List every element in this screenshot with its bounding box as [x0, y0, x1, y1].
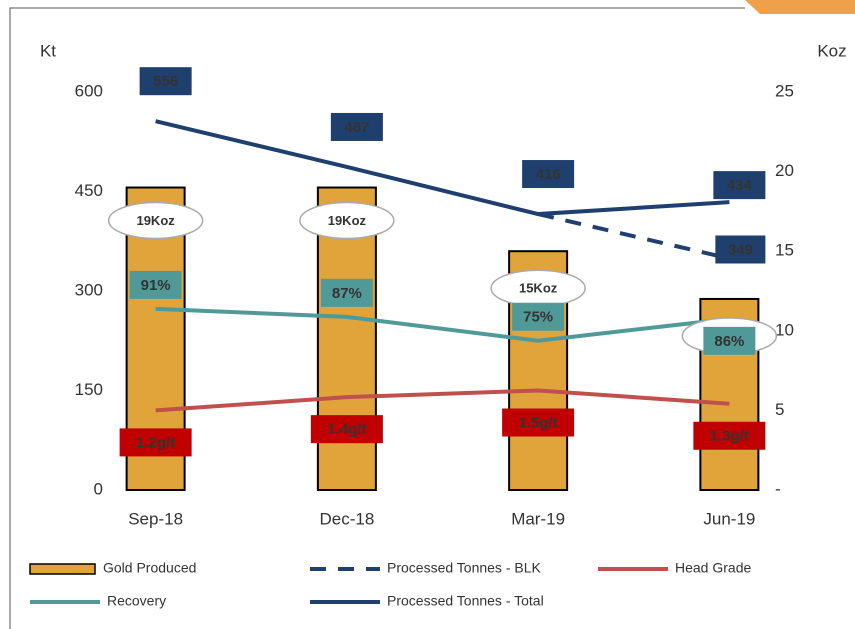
recovery-label: 75%: [523, 309, 553, 326]
bar-label: 19Koz: [136, 213, 175, 228]
head-grade-label: 1.4g/t: [327, 421, 366, 438]
recovery-label: 91%: [141, 277, 171, 294]
blk-label-box: [715, 235, 766, 264]
total-label-box: [522, 160, 575, 189]
y2-tick-label: -: [775, 479, 781, 498]
total-label: 487: [344, 119, 369, 136]
x-tick-label: Sep-18: [128, 509, 183, 528]
legend-label: Head Grade: [675, 560, 751, 576]
total-label: 416: [536, 166, 561, 183]
recovery-label-box: [512, 302, 565, 331]
y2-tick-label: 10: [775, 320, 794, 339]
recovery-label: 87%: [332, 285, 362, 302]
y-tick-label: 450: [75, 181, 103, 200]
y-tick-label: 150: [75, 380, 103, 399]
line: [155, 306, 730, 343]
frame: [9, 7, 745, 629]
line: [155, 388, 730, 413]
bar-label: 15Koz: [519, 281, 558, 296]
legend-swatch: [29, 563, 96, 575]
line: [537, 212, 730, 261]
y-tick-label: 0: [94, 479, 103, 498]
total-label: 434: [727, 177, 753, 194]
head-grade-label: 1.2g/t: [136, 434, 175, 451]
y2-tick-label: 15: [775, 241, 794, 260]
total-label-box: [713, 171, 766, 200]
x-tick-label: Dec-18: [319, 509, 374, 528]
total-label-box: [139, 67, 192, 96]
legend-label: Recovery: [107, 593, 166, 609]
head-grade-label-box: [693, 421, 766, 450]
y2-tick-label: 25: [775, 81, 794, 100]
corner-decoration: [745, 0, 855, 14]
legend-label: Processed Tonnes - BLK: [387, 560, 541, 576]
y2-tick-label: 20: [775, 161, 794, 180]
head-grade-label-box: [502, 408, 575, 437]
x-tick-label: Mar-19: [511, 509, 565, 528]
head-grade-label: 1.5g/t: [519, 414, 558, 431]
legend-label: Processed Tonnes - Total: [387, 593, 544, 609]
y-tick-label: 600: [75, 81, 103, 100]
recovery-label-box: [320, 278, 373, 307]
bar-label: 19Koz: [328, 213, 367, 228]
y2-axis-label: Koz: [817, 41, 846, 60]
y-tick-label: 300: [75, 280, 103, 299]
blk-label: 349: [728, 241, 753, 258]
y2-tick-label: 5: [775, 400, 784, 419]
y-axis-label: Kt: [40, 41, 56, 60]
head-grade-label-box: [310, 415, 383, 444]
bar-label-bubble: [299, 201, 395, 240]
x-tick-label: Jun-19: [703, 509, 755, 528]
total-label-box: [330, 112, 383, 141]
bar-label-bubble: [107, 201, 204, 240]
line: [155, 119, 730, 217]
head-grade-label: 1.3g/t: [710, 428, 749, 445]
head-grade-label-box: [119, 428, 192, 457]
recovery-label: 86%: [714, 333, 744, 350]
recovery-label-box: [703, 326, 756, 355]
legend-label: Gold Produced: [103, 560, 196, 576]
total-label: 556: [153, 73, 178, 90]
recovery-label-box: [129, 270, 182, 299]
